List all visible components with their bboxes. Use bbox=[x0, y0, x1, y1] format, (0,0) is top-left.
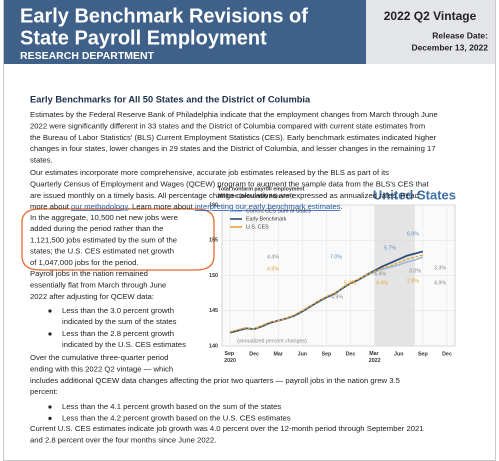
annotation: 3.0% bbox=[409, 268, 421, 274]
paragraph-line: 2022 after adjusting for QCEW data: bbox=[30, 292, 154, 301]
series-line bbox=[229, 254, 424, 333]
annotation: 4.9% bbox=[331, 294, 343, 300]
bullet-line: Less than the 4.2 percent growth based o… bbox=[62, 413, 291, 422]
annotation: 4.4% bbox=[374, 271, 386, 277]
y-tick-label: 140 bbox=[209, 343, 218, 349]
annotation: 5.7% bbox=[384, 245, 396, 251]
x-tick-label: Dec bbox=[346, 351, 356, 357]
annotation: 2.8% bbox=[407, 278, 419, 284]
x-tick-label: Sep 2020 bbox=[224, 351, 236, 364]
bullet bbox=[48, 416, 52, 420]
paragraph-line: Quarterly Census of Employment and Wages… bbox=[30, 179, 429, 188]
vintage-box bbox=[366, 0, 495, 64]
header-band bbox=[4, 0, 366, 64]
x-tick-label: Dec bbox=[442, 351, 452, 357]
chart: Total nonfarm payroll employmentMillions… bbox=[209, 186, 456, 364]
annotation: (annualized percent changes) bbox=[237, 338, 307, 344]
callout-line: of 1,047,000 jobs for the period. bbox=[30, 258, 139, 267]
annotation: 7.0% bbox=[330, 254, 342, 260]
paragraph-line: Current U.S. CES estimates indicate job … bbox=[30, 424, 424, 433]
paragraph-line: Over the cumulative three-quarter period bbox=[30, 353, 168, 362]
x-tick-label-part: Sep bbox=[224, 351, 235, 357]
y-tick-label: 150 bbox=[209, 273, 218, 279]
text-run: . bbox=[341, 202, 343, 211]
bullet-line: Less than the 3.0 percent growth bbox=[62, 306, 174, 315]
x-tick-label-part: Mar bbox=[369, 351, 380, 357]
chart-subtitle: Millions (seasonally adjusted) bbox=[218, 193, 293, 199]
release-label: Release Date: bbox=[432, 30, 488, 40]
chart-title: Total nonfarm payroll employment bbox=[218, 186, 305, 192]
legend-label: Early Benchmark bbox=[246, 216, 287, 222]
callout-outline bbox=[21, 208, 215, 271]
paragraph-line: essentially flat from March through June bbox=[30, 280, 166, 289]
release-date: December 13, 2022 bbox=[411, 42, 488, 52]
x-tick-label: Mar bbox=[274, 351, 283, 357]
legend-label: Current CES Sum of States bbox=[246, 208, 311, 214]
x-tick-label-part: 2020 bbox=[224, 358, 236, 364]
callout-line: 1,121,500 jobs estimated by the sum of t… bbox=[30, 235, 177, 244]
region-label: United States bbox=[373, 187, 456, 202]
y-tick-label: 155 bbox=[209, 238, 218, 244]
annotation: 4.9% bbox=[434, 280, 446, 286]
legend-label: U.S. CES bbox=[246, 224, 269, 230]
paragraph-line: ending with this 2022 Q2 vintage — which bbox=[30, 364, 173, 373]
header-title: Early Benchmark Revisions of bbox=[20, 5, 308, 27]
x-tick-label: Jun bbox=[394, 351, 403, 357]
text-run: . Learn more about bbox=[128, 202, 195, 211]
x-tick-label-part: 2022 bbox=[369, 358, 381, 364]
vintage: 2022 Q2 Vintage bbox=[384, 9, 477, 23]
callout-line: states; the U.S. CES estimated net growt… bbox=[30, 247, 174, 256]
annotation: 4.4% bbox=[267, 254, 279, 260]
paragraph-line: Estimates by the Federal Reserve Bank of… bbox=[30, 110, 438, 119]
annotation: 5.3% bbox=[344, 280, 356, 286]
bullet-line: Less than the 2.8 percent growth bbox=[62, 329, 174, 338]
callout-line: In the aggregate, 10,500 net new jobs we… bbox=[30, 213, 178, 222]
paragraph-line: the Bureau of Labor Statistics' (BLS) Cu… bbox=[30, 133, 437, 142]
y-tick-label: 160 bbox=[209, 202, 218, 208]
paragraph-line: Payroll jobs in the nation remained bbox=[30, 269, 148, 278]
paragraph-line: and 2.8 percent over the four months sin… bbox=[30, 436, 216, 445]
x-tick-label: Jun bbox=[298, 351, 307, 357]
bullet bbox=[48, 309, 52, 313]
x-tick-label: Dec bbox=[249, 351, 259, 357]
callout-line: added during the period rather than the bbox=[30, 224, 163, 233]
annotation: 4.9% bbox=[267, 266, 279, 272]
paragraph-line: states. bbox=[30, 156, 53, 165]
paragraph-line: changes in four states, lower changes in… bbox=[30, 144, 436, 153]
x-tick-label: Sep bbox=[322, 351, 332, 357]
y-tick-label: 145 bbox=[209, 308, 218, 314]
link[interactable]: our methodology bbox=[71, 202, 128, 211]
paragraph-line: includes additional QCEW data changes af… bbox=[30, 376, 400, 385]
link[interactable]: interpreting our early benchmark estimat… bbox=[195, 202, 341, 211]
paragraph-line: percent: bbox=[30, 387, 58, 396]
bullet-line: indicated by the U.S. CES estimates bbox=[62, 340, 186, 349]
paragraph-line: are issued monthly on a timely basis. Al… bbox=[30, 191, 419, 200]
text-run: more about bbox=[30, 202, 71, 211]
bullet-line: indicated by the sum of the states bbox=[62, 317, 177, 326]
bullet bbox=[48, 332, 52, 336]
annotation: 4.4% bbox=[376, 280, 388, 286]
paragraph-line: 2022 were significantly different in 33 … bbox=[30, 121, 425, 130]
annotation: 3.3% bbox=[434, 265, 446, 271]
bullet-line: Less than the 4.1 percent growth based o… bbox=[62, 402, 281, 411]
annotation: 6.0% bbox=[407, 231, 419, 237]
header-title: State Payroll Employment bbox=[20, 27, 267, 49]
paragraph-line: Our estimates incorporate more comprehen… bbox=[30, 168, 389, 177]
x-tick-label: Mar 2022 bbox=[369, 351, 381, 364]
x-tick-label: Sep bbox=[418, 351, 428, 357]
section-heading: Early Benchmarks for All 50 States and t… bbox=[30, 94, 311, 104]
paragraph-line: more about our methodology. Learn more a… bbox=[30, 202, 343, 211]
bullet bbox=[48, 405, 52, 409]
department: Research Department bbox=[20, 50, 155, 62]
